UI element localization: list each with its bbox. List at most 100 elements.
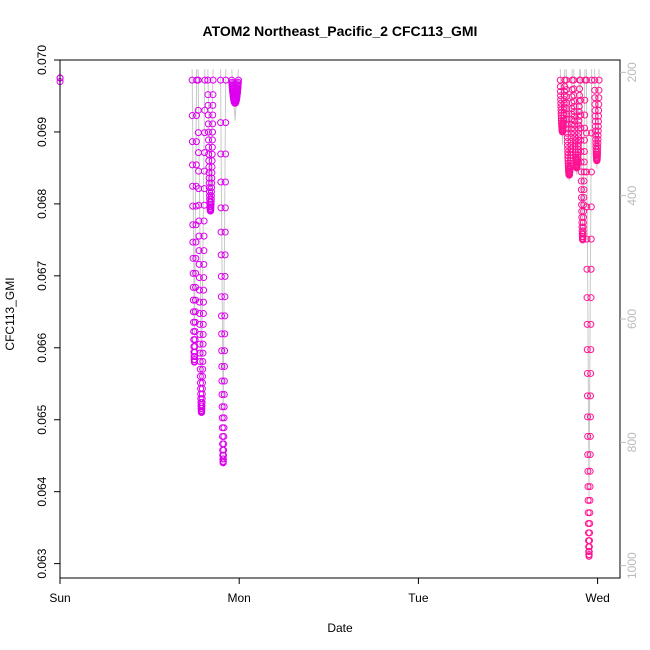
data-point: [217, 204, 225, 212]
data-point: [220, 390, 228, 398]
data-point: [577, 193, 585, 201]
data-point: [189, 308, 197, 316]
data-point: [204, 128, 212, 136]
data-point: [587, 168, 595, 176]
data-point: [577, 111, 585, 119]
data-point: [567, 141, 575, 149]
data-point: [209, 76, 217, 84]
data-point: [577, 124, 585, 132]
data-point: [587, 320, 595, 328]
data-point: [584, 432, 592, 440]
data-point: [575, 103, 583, 111]
data-point: [571, 129, 579, 137]
data-point: [567, 129, 575, 137]
y-axis-label: CFC113_GMI: [3, 277, 17, 350]
data-point: [195, 217, 203, 225]
data-point: [587, 294, 595, 302]
data-point: [205, 143, 213, 151]
data-point: [204, 120, 212, 128]
data-point: [577, 96, 585, 104]
data-point: [192, 138, 200, 146]
data-point: [586, 451, 594, 459]
data-point: [581, 96, 589, 104]
data-point: [199, 310, 207, 318]
data-point: [198, 395, 206, 403]
pressure-line: [585, 69, 593, 499]
data-point: [577, 148, 585, 156]
data-point: [204, 136, 212, 144]
data-point: [218, 347, 226, 355]
data-point: [189, 182, 197, 190]
data-point: [576, 85, 584, 93]
data-point: [198, 406, 206, 414]
data-point: [591, 94, 599, 102]
data-point: [563, 110, 571, 118]
data-point: [580, 186, 588, 194]
data-point: [563, 129, 571, 137]
data-point: [595, 86, 603, 94]
data-point: [217, 178, 225, 186]
data-point: [201, 149, 209, 157]
data-point: [571, 133, 579, 141]
y2-tick-label: 400: [625, 185, 639, 205]
data-point: [195, 232, 203, 240]
data-point: [189, 221, 197, 229]
data-point: [205, 150, 213, 158]
data-point: [583, 129, 591, 137]
data-point: [204, 91, 212, 99]
data-point: [205, 169, 213, 177]
data-point: [584, 467, 592, 475]
data-point: [196, 349, 204, 357]
data-point: [208, 174, 216, 182]
data-point: [217, 251, 225, 259]
data-point: [583, 392, 591, 400]
data-point: [583, 235, 591, 243]
data-point: [198, 399, 206, 407]
data-point: [192, 182, 200, 190]
pressure-line: [579, 69, 586, 235]
data-point: [217, 312, 225, 320]
data-point: [591, 76, 599, 84]
data-point: [207, 192, 215, 200]
data-point: [198, 402, 206, 410]
data-point: [192, 254, 200, 262]
data-point: [196, 310, 204, 318]
data-point: [220, 432, 228, 440]
data-point: [591, 112, 599, 120]
data-point: [585, 537, 593, 545]
data-point: [196, 340, 204, 348]
data-point: [195, 167, 203, 175]
data-point: [199, 365, 207, 373]
data-point: [218, 414, 226, 422]
data-point: [218, 362, 226, 370]
data-point: [594, 131, 602, 139]
data-point: [194, 76, 202, 84]
data-point: [209, 120, 217, 128]
data-point: [577, 168, 585, 176]
y-tick-label: 0.068: [35, 189, 49, 219]
data-point: [221, 228, 229, 236]
data-point: [205, 188, 213, 196]
data-point: [201, 129, 209, 137]
data-point: [587, 265, 595, 273]
data-point: [189, 296, 197, 304]
y-tick-label: 0.063: [35, 548, 49, 578]
y2-tick-label: 800: [625, 432, 639, 452]
data-point: [580, 136, 588, 144]
data-point: [587, 392, 595, 400]
data-point: [207, 188, 215, 196]
data-point: [221, 272, 229, 280]
chart-title: ATOM2 Northeast_Pacific_2 CFC113_GMI: [203, 23, 478, 39]
data-point: [189, 254, 197, 262]
data-point: [595, 94, 603, 102]
data-point: [586, 432, 594, 440]
data-point: [221, 178, 229, 186]
data-point: [191, 352, 199, 360]
data-point: [583, 320, 591, 328]
data-point: [196, 372, 204, 380]
data-point: [557, 96, 565, 104]
data-point: [594, 135, 602, 143]
data-point: [220, 362, 228, 370]
data-points: [56, 74, 603, 560]
data-point: [189, 269, 197, 277]
